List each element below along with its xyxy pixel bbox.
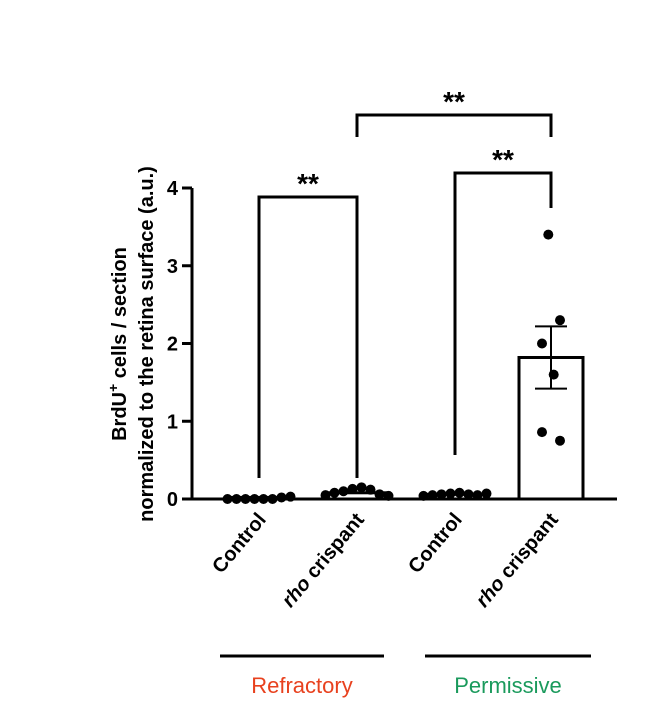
x-tick-label: rho crispant <box>472 509 563 612</box>
bars <box>225 355 585 501</box>
data-point <box>463 489 474 500</box>
group-labels: Refractory Permissive <box>220 654 591 698</box>
data-point <box>240 494 251 504</box>
y-tick-label: 3 <box>167 256 178 278</box>
data-point <box>365 484 376 495</box>
x-tick-label: Control <box>208 509 271 578</box>
data-point <box>537 427 547 438</box>
data-point <box>418 490 429 501</box>
data-point <box>329 487 340 498</box>
data-point <box>427 490 438 501</box>
significance-bracket <box>453 171 553 455</box>
data-point <box>222 494 233 504</box>
y-tick-label: 0 <box>167 489 178 511</box>
x-tick-label: Control <box>404 509 467 578</box>
data-point <box>374 489 385 500</box>
group-label: Refractory <box>251 673 352 698</box>
data-point <box>258 494 269 504</box>
significance-label: ** <box>297 168 319 199</box>
data-point <box>548 369 559 380</box>
significance-bracket <box>355 113 553 137</box>
group-label: Permissive <box>454 673 562 698</box>
data-point <box>454 487 465 498</box>
data-point <box>555 315 565 326</box>
data-point <box>276 492 287 503</box>
data-point <box>338 486 349 497</box>
significance-brackets: ** ** ** <box>257 86 553 478</box>
data-point <box>285 491 296 502</box>
significance-label: ** <box>492 144 514 175</box>
y-ticks: 0 1 2 3 4 <box>167 178 192 511</box>
y-axis-label: BrdU+ cells / section normalized to the … <box>105 166 158 522</box>
data-point <box>472 490 483 501</box>
x-tick-label: rho crispant <box>278 509 369 612</box>
x-tick-label-text: crispant <box>298 509 369 587</box>
data-point <box>436 489 447 500</box>
data-point <box>537 338 547 349</box>
data-points <box>222 229 565 504</box>
significance-label: ** <box>443 86 465 117</box>
y-tick-label: 2 <box>167 334 178 356</box>
data-point <box>555 435 565 446</box>
data-point <box>543 229 554 240</box>
data-point <box>347 483 358 494</box>
data-point <box>445 488 456 499</box>
data-point <box>267 494 278 504</box>
y-axis-label-line1: BrdU+ cells / section <box>105 247 131 441</box>
data-point <box>383 490 394 501</box>
y-axis-label-superscript: + <box>105 384 121 392</box>
data-point <box>320 490 331 501</box>
y-tick-label: 1 <box>167 411 178 433</box>
data-point <box>231 494 242 504</box>
data-point <box>356 482 367 493</box>
data-point <box>481 488 492 499</box>
significance-bracket <box>257 195 359 478</box>
y-axis-label-line2: normalized to the retina surface (a.u.) <box>136 166 158 522</box>
data-point <box>249 494 260 504</box>
x-tick-label-text: Control <box>404 509 467 578</box>
x-tick-label-text: crispant <box>492 509 563 587</box>
x-tick-label-text: Control <box>208 509 271 578</box>
y-tick-label: 4 <box>167 178 179 200</box>
